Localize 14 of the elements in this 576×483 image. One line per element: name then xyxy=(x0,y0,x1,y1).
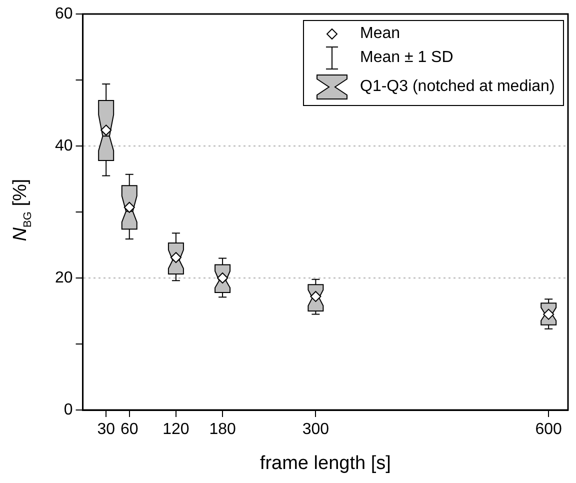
x-tick-label: 60 xyxy=(120,421,138,438)
annotation: Mean ± 1 SD xyxy=(360,49,454,66)
x-tick-label: 180 xyxy=(209,421,236,438)
y-tick-label: 20 xyxy=(55,269,73,286)
y-tick-label: 0 xyxy=(64,401,73,418)
x-tick-label: 30 xyxy=(97,421,116,438)
x-tick-label: 120 xyxy=(162,421,190,438)
x-tick-label: 300 xyxy=(302,421,330,438)
x-axis-title: frame length [s] xyxy=(260,452,391,474)
annotation: Mean xyxy=(360,25,400,42)
y-tick-label: 60 xyxy=(55,5,73,22)
y-tick-label: 40 xyxy=(55,137,73,154)
legend-label: Q1-Q3 (notched at median) xyxy=(360,78,555,95)
x-tick-label: 600 xyxy=(535,421,562,438)
